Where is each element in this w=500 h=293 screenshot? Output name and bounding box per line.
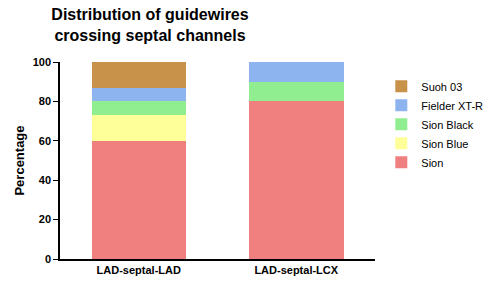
- svg-text:Fielder XT-R: Fielder XT-R: [421, 100, 483, 112]
- svg-text:Sion: Sion: [421, 157, 443, 169]
- svg-text:Sion Black: Sion Black: [421, 119, 473, 131]
- svg-text:Distribution of guidewirescros: Distribution of guidewirescrossing septa…: [51, 6, 248, 44]
- svg-text:100: 100: [33, 56, 51, 68]
- svg-text:80: 80: [39, 95, 51, 107]
- svg-text:0: 0: [45, 253, 51, 265]
- svg-text:20: 20: [39, 213, 51, 225]
- svg-text:Suoh 03: Suoh 03: [421, 81, 462, 93]
- svg-text:LAD-septal-LCX: LAD-septal-LCX: [254, 264, 338, 276]
- svg-text:60: 60: [39, 135, 51, 147]
- svg-text:Sion Blue: Sion Blue: [421, 138, 468, 150]
- svg-text:Percentage: Percentage: [12, 125, 27, 195]
- svg-text:40: 40: [39, 174, 51, 186]
- svg-text:LAD-septal-LAD: LAD-septal-LAD: [97, 264, 181, 276]
